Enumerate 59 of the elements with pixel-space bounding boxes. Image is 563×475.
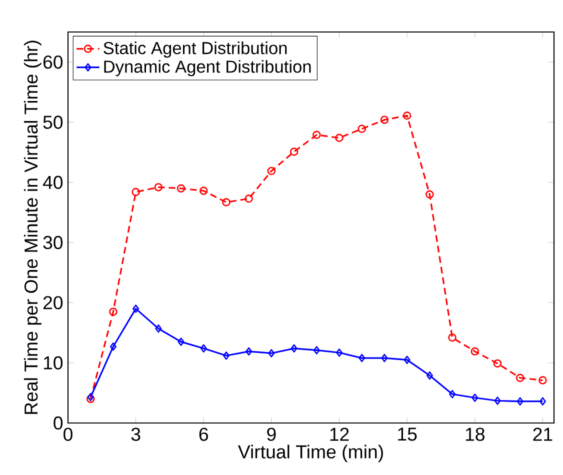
x-axis-title: Virtual Time (min) [238,444,383,462]
point [154,183,163,192]
point [449,390,456,398]
legend-label: Dynamic Agent Distribution [104,60,311,76]
y-tick-label: 0 [54,416,63,430]
y-tick-label: 50 [43,116,63,129]
point [470,347,480,356]
point [426,371,433,380]
y-axis-title: Real Time per One Minute in Virtual Time (hr) [24,40,42,414]
point [222,198,230,206]
point [358,124,366,133]
x-tick-label: 21 [533,428,552,441]
x-tick-label: 9 [267,428,276,441]
point [199,186,208,195]
point [493,359,502,368]
x-tick-label: 6 [199,428,208,441]
y-tick-label: 20 [43,296,63,310]
point [380,116,389,124]
point [155,324,162,333]
point [472,394,478,402]
point [290,344,298,353]
point [110,342,116,351]
point [132,188,140,196]
point [426,190,434,199]
point [312,130,321,140]
point [246,347,252,356]
point [178,338,184,346]
y-tick-label: 40 [42,176,63,190]
point [268,349,275,358]
point [109,308,118,316]
point [267,166,276,176]
point [494,396,501,405]
point [176,184,186,193]
y-tick-label: 30 [43,236,63,250]
point [358,354,366,362]
point [290,148,298,156]
point [132,304,140,313]
x-tick-label: 3 [131,428,140,441]
point [516,374,524,382]
point [313,346,320,354]
point [539,397,546,406]
point [244,194,253,203]
point [222,351,230,360]
point [538,376,547,384]
y-tick-label: 60 [43,55,63,69]
point [381,354,388,362]
y-tick-label: 10 [44,356,63,370]
x-tick-label: 12 [330,428,349,441]
point [200,344,207,353]
point [404,356,410,364]
point [335,134,344,142]
point [516,397,524,406]
legend-label: Static Agent Distribution [104,42,287,58]
point [336,348,343,357]
point [402,111,412,120]
x-tick-label: 0 [64,428,72,441]
x-tick-label: 15 [398,428,417,441]
point [448,333,456,342]
x-tick-label: 18 [466,428,484,441]
